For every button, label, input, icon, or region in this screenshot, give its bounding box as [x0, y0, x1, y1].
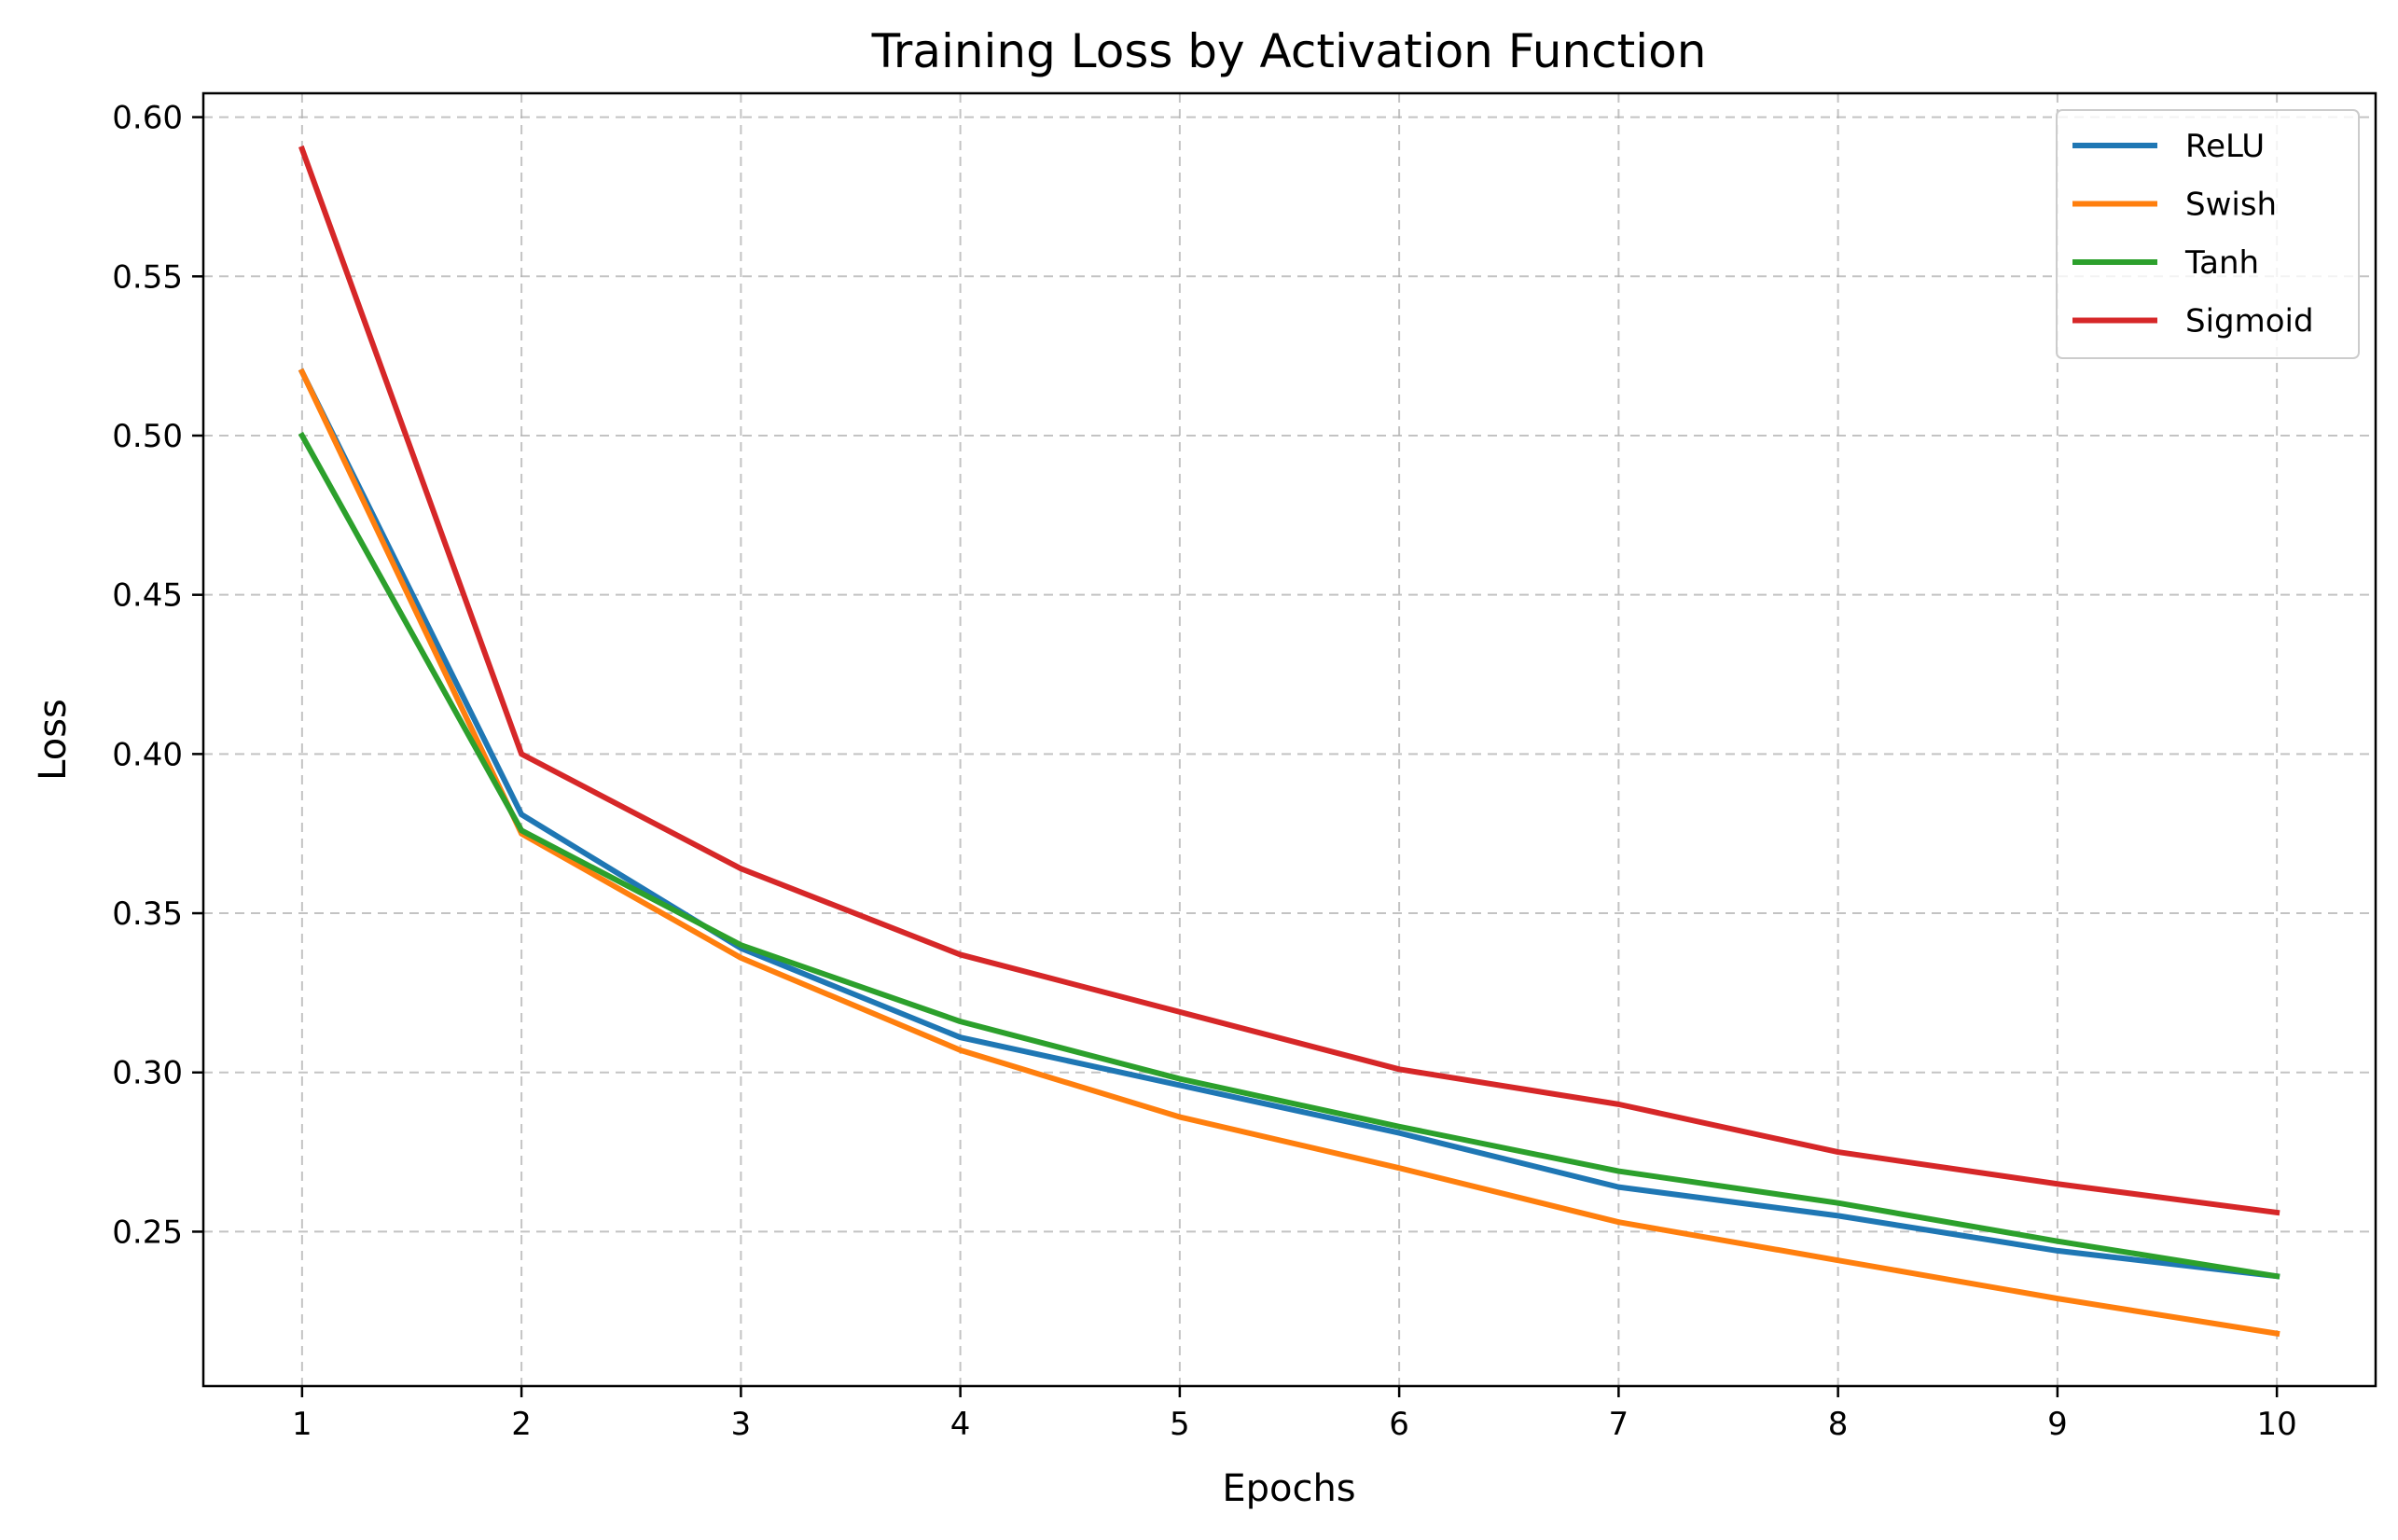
- legend-label-tanh: Tanh: [2184, 244, 2259, 282]
- series-line-swish: [298, 368, 2280, 1338]
- x-tick-label: 10: [2257, 1406, 2297, 1443]
- x-tick-label: 2: [511, 1406, 532, 1443]
- y-tick-label: 0.55: [112, 258, 183, 296]
- x-tick-label: 5: [1170, 1406, 1190, 1443]
- legend: ReLU Swish Tanh Sigmoid: [2056, 109, 2360, 359]
- x-axis: 1 2 3 4 5 6 7 8 9 10: [292, 1386, 2297, 1443]
- series-line-relu: [298, 368, 2280, 1280]
- series-line-tanh: [298, 431, 2280, 1280]
- y-tick-label: 0.40: [112, 736, 183, 773]
- y-tick-label: 0.60: [112, 100, 183, 137]
- legend-label-swish: Swish: [2185, 187, 2277, 224]
- x-tick-label: 9: [2047, 1406, 2068, 1443]
- grid: [203, 93, 2376, 1386]
- x-tick-label: 1: [292, 1406, 312, 1443]
- legend-label-relu: ReLU: [2185, 128, 2265, 165]
- series-group: [298, 145, 2280, 1338]
- y-tick-label: 0.45: [112, 577, 183, 615]
- x-tick-label: 3: [731, 1406, 752, 1443]
- x-axis-label: Epochs: [1222, 1467, 1355, 1510]
- y-tick-label: 0.35: [112, 895, 183, 933]
- y-axis-label: Loss: [32, 699, 75, 781]
- x-tick-label: 7: [1609, 1406, 1629, 1443]
- y-tick-label: 0.25: [112, 1214, 183, 1251]
- chart-title: Training Loss by Activation Function: [871, 24, 1707, 78]
- y-axis: 0.25 0.30 0.35 0.40 0.45 0.50 0.55 0.60: [112, 100, 203, 1251]
- legend-box: [2056, 109, 2360, 359]
- x-tick-label: 8: [1828, 1406, 1849, 1443]
- y-tick-label: 0.50: [112, 418, 183, 455]
- series-line-sigmoid: [298, 145, 2280, 1216]
- plot-frame: [201, 91, 2377, 1388]
- x-tick-label: 4: [950, 1406, 971, 1443]
- legend-label-sigmoid: Sigmoid: [2185, 303, 2314, 340]
- x-tick-label: 6: [1389, 1406, 1409, 1443]
- y-tick-label: 0.30: [112, 1055, 183, 1092]
